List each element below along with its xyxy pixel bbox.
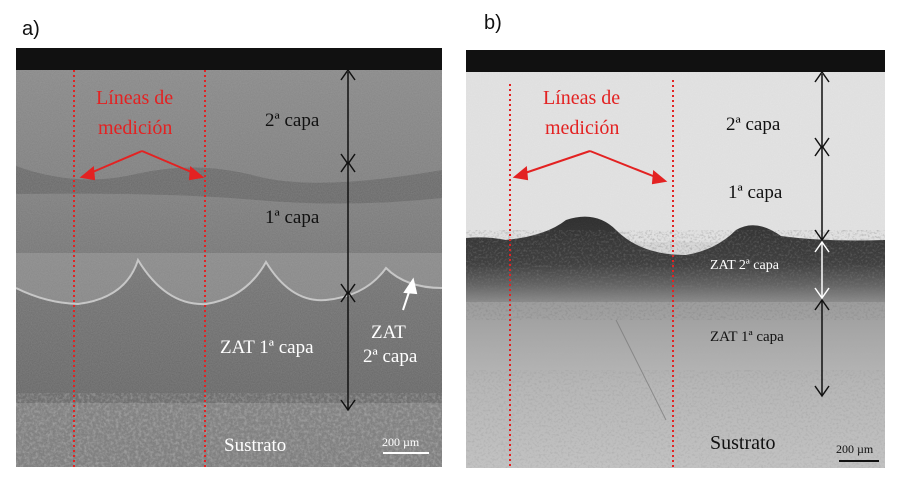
dimension-arrow-b-haz: [814, 240, 830, 300]
micrograph-a: [16, 48, 442, 467]
layer-label-b-haz-second: ZAT 2ª capa: [710, 258, 779, 273]
layer-label-b-haz-first: ZAT 1ª capa: [710, 329, 784, 345]
measure-label-a-1: Líneas de: [96, 87, 174, 109]
panel-a-label: a): [22, 18, 40, 40]
measure-label-b-2: medición: [545, 117, 620, 139]
micrograph-b-image: [466, 50, 885, 468]
layer-label-a-second: 2ª capa: [265, 110, 320, 131]
dimension-arrows-a: [340, 68, 356, 412]
measure-pointer-a: [79, 150, 205, 181]
layer-label-a-haz-second-1: ZAT: [371, 322, 406, 343]
layer-label-b-first: 1ª capa: [728, 182, 783, 203]
measure-label-a-2: medición: [98, 117, 173, 139]
dimension-arrows-b: [814, 70, 830, 398]
layer-label-a-substrate: Sustrato: [224, 435, 287, 456]
scale-bar-b-label: 200 µm: [836, 442, 874, 456]
micrograph-b: [466, 50, 885, 468]
micrograph-a-image: [16, 48, 442, 467]
layer-label-b-second: 2ª capa: [726, 114, 781, 135]
layer-label-a-first: 1ª capa: [265, 207, 320, 228]
measure-pointer-b: [512, 150, 668, 185]
layer-label-a-haz-second-2: 2ª capa: [363, 346, 418, 367]
layer-label-b-substrate: Sustrato: [710, 432, 776, 454]
measure-label-b-1: Líneas de: [543, 87, 621, 109]
haz-second-arrow-a: [402, 277, 418, 311]
layer-label-a-haz-first: ZAT 1ª capa: [220, 337, 314, 358]
scale-bar-a-label: 200 µm: [382, 435, 420, 449]
panel-b-label: b): [484, 12, 502, 34]
